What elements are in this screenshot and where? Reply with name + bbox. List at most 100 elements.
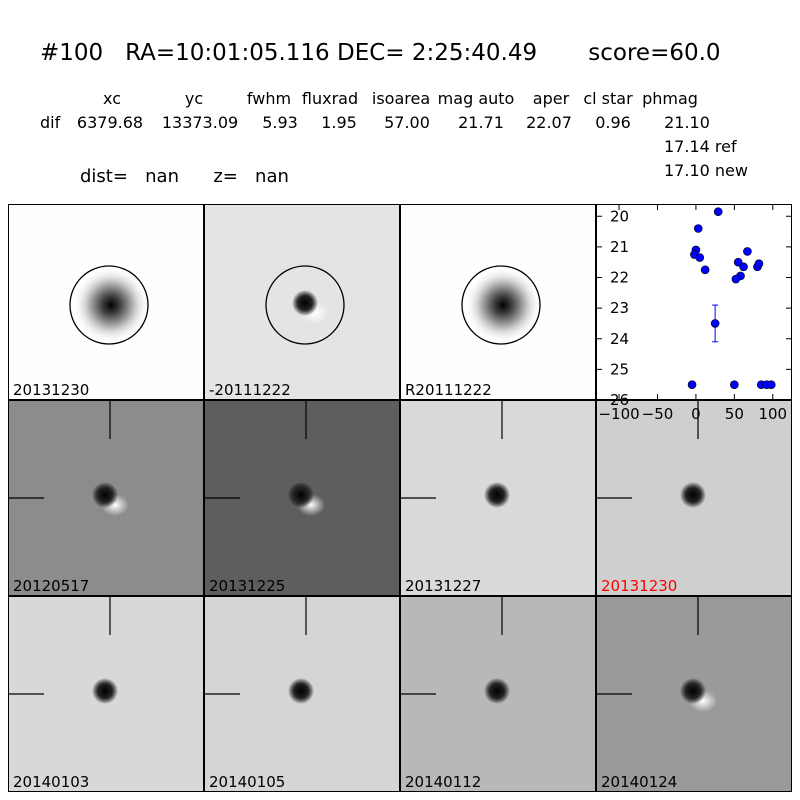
column-header: fwhm (246, 89, 292, 108)
image-panel: 20131225 (204, 400, 400, 596)
panel-date-label: 20131230 (601, 577, 678, 595)
data-point (730, 380, 739, 389)
y-tick-label: 24 (610, 330, 629, 348)
data-point (700, 265, 710, 275)
source-blob (92, 482, 118, 508)
panel-date-label: R20111222 (405, 381, 492, 399)
panel-image (597, 401, 706, 508)
row-value: 0.96 (595, 113, 631, 132)
panel-image (461, 265, 541, 345)
x-tick-label: 100 (758, 405, 787, 423)
panel-image (205, 597, 314, 704)
y-tick-label: 23 (610, 299, 629, 317)
data-point (687, 380, 697, 389)
row-value: 5.93 (262, 113, 298, 132)
column-header: xc (103, 89, 121, 108)
image-panel: 20140103 (8, 596, 204, 792)
column-header: cl star (583, 89, 633, 108)
row-label: dif (40, 113, 61, 132)
panel-image (69, 265, 149, 345)
y-tick-label: 21 (610, 238, 629, 256)
panel-date-label: 20120517 (13, 577, 90, 595)
panel-date-label: 20140112 (405, 773, 482, 791)
image-panel: 20120517 (8, 400, 204, 596)
y-tick-label: 25 (610, 360, 629, 378)
column-header: phmag (642, 89, 698, 108)
lightcurve-chart: 20 21 22 23 24 25 26−100 −50 0 50 100 (596, 204, 792, 423)
source-blob (288, 678, 314, 704)
star-blob (73, 267, 149, 343)
dist-value: nan (145, 166, 179, 187)
panel-image (9, 401, 129, 516)
panel-image (401, 597, 510, 704)
x-tick-label: −50 (642, 405, 674, 423)
row-value: 21.10 (664, 113, 710, 132)
plot-frame (596, 204, 792, 400)
row-value: 13373.09 (161, 113, 239, 132)
data-point (766, 380, 776, 389)
data-point (731, 274, 741, 284)
panel-image (597, 597, 717, 712)
data-point (754, 259, 764, 269)
data-point (739, 262, 748, 272)
row-value: 22.07 (526, 113, 572, 132)
aperture-circle (265, 265, 345, 345)
row-value: 57.00 (384, 113, 430, 132)
source-blob (288, 482, 314, 508)
column-header: fluxrad (301, 89, 359, 108)
source-blob (484, 482, 510, 508)
panel-image (9, 597, 118, 704)
data-point (713, 207, 723, 216)
panel-date-label: 20131225 (209, 577, 286, 595)
data-point (693, 224, 703, 233)
page-title: #100 RA=10:01:05.116 DEC= 2:25:40.49 sco… (40, 40, 721, 66)
x-tick-label: 0 (691, 405, 701, 423)
column-header: aper (532, 89, 570, 108)
dist-label: dist= (80, 166, 128, 187)
image-panel: 20131230 (596, 400, 792, 596)
image-panel: 20131227 (400, 400, 596, 596)
z-value: nan (255, 166, 289, 187)
column-header: mag auto (437, 89, 515, 108)
phmag-ref: 17.14 ref (664, 137, 737, 156)
panel-image (265, 265, 345, 345)
row-value: 1.95 (321, 113, 357, 132)
aperture-circle (461, 265, 541, 345)
panel-date-label: 20140124 (601, 773, 678, 791)
panel-image (401, 401, 510, 508)
column-header: yc (184, 89, 204, 108)
x-tick-label: 50 (725, 405, 744, 423)
image-panel: -20111222 (204, 204, 400, 400)
image-panel: 20140112 (400, 596, 596, 792)
distance-line: dist= nan z= nan (80, 166, 289, 187)
y-tick-label: 26 (610, 391, 629, 409)
source-blob (292, 290, 318, 316)
panel-image (205, 401, 325, 516)
row-value: 21.71 (458, 113, 504, 132)
data-point (743, 247, 752, 256)
aperture-circle (69, 265, 149, 345)
x-tick-label: −100 (598, 405, 639, 423)
data-point (695, 253, 705, 262)
image-panel: 20131230 (8, 204, 204, 400)
source-blob (92, 678, 118, 704)
row-value: 6379.68 (76, 113, 144, 132)
image-panel: 20140105 (204, 596, 400, 792)
data-point (710, 319, 720, 328)
panel-date-label: 20140105 (209, 773, 286, 791)
star-blob (465, 267, 541, 343)
panel-date-label: 20131227 (405, 577, 482, 595)
image-panel: R20111222 (400, 204, 596, 400)
y-tick-label: 22 (610, 269, 629, 287)
source-blob (680, 678, 706, 704)
image-panel: 20140124 (596, 596, 792, 792)
source-blob (680, 482, 706, 508)
column-header: isoarea (371, 89, 431, 108)
y-tick-label: 20 (610, 207, 629, 225)
panel-date-label: 20131230 (13, 381, 90, 399)
panel-date-label: -20111222 (209, 381, 291, 399)
source-blob (484, 678, 510, 704)
phmag-new: 17.10 new (664, 161, 748, 180)
panel-date-label: 20140103 (13, 773, 90, 791)
z-label: z= (213, 166, 238, 187)
